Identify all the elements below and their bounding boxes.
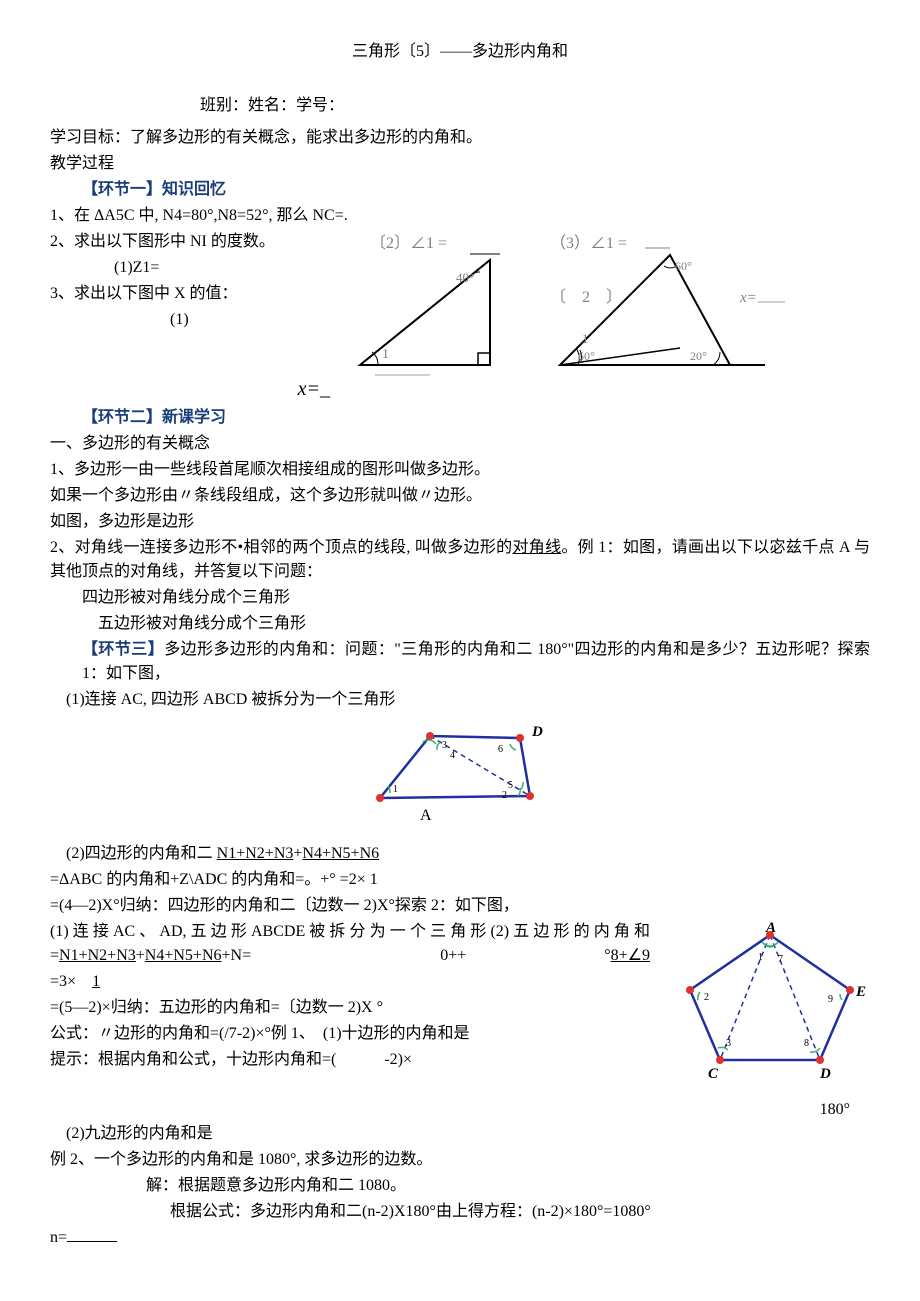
- figures-container: 〔2〕∠1 = 40° 1 （3）∠1 = 60° 60° 1 20° 〔 2 …: [340, 230, 790, 380]
- s2-p4: 2、对角线一连接多边形不•相邻的两个顶点的线段, 叫做多边形的对角线。例 1：如…: [50, 536, 870, 584]
- e2-1c: +: [136, 947, 145, 964]
- svg-text:1: 1: [393, 784, 398, 795]
- svg-text:8: 8: [804, 1038, 809, 1049]
- svg-text:1: 1: [758, 952, 763, 963]
- e2-1e: +N= 0++ °: [222, 947, 611, 964]
- angle-1: 1: [382, 347, 389, 362]
- s3-ex2: 例 2、一个多边形的内角和是 1080°, 求多边形的边数。: [50, 1148, 870, 1172]
- goal-label: 学习目标：: [50, 129, 130, 146]
- s3-sol2: 根据公式：多边形内角和二(n-2)X180°由上得方程：(n-2)×180°=1…: [170, 1200, 870, 1224]
- svg-text:2: 2: [704, 992, 709, 1003]
- s2-p3: 如图，多边形是边形: [50, 510, 870, 534]
- e2-2a: =3×: [50, 973, 92, 990]
- s3-formula: 公式：〃边形的内角和=(/7-2)×°例 1、 (1)十边形的内角和是: [50, 1022, 650, 1046]
- svg-text:3: 3: [726, 1038, 731, 1049]
- triangle-fig-2: 〔2〕∠1 = 40° 1: [340, 230, 520, 380]
- goal-text: 了解多边形的有关概念，能求出多边形的内角和。: [130, 129, 482, 146]
- angle-40: 40°: [456, 270, 474, 285]
- triangle-fig-3: （3）∠1 = 60° 60° 1 20° 〔 2 〕 x=: [540, 230, 790, 380]
- s3-e2-1: (1) 连 接 AC 、 AD, 五 边 形 ABCDE 被 拆 分 为 一 个…: [50, 920, 650, 968]
- e2-2b: 1: [92, 970, 132, 994]
- svg-text:6: 6: [498, 744, 503, 755]
- x-eq-text: x=_: [298, 378, 330, 400]
- s1-q1: 1、在 ΔA5C 中, N4=80°,N8=52°, 那么 NC=.: [50, 204, 870, 228]
- s2-p4b: 对角线: [512, 539, 561, 556]
- pentagon-figure-wrap: 1 7 2 3 8 9 A E D C 180°: [670, 920, 870, 1122]
- svg-text:7: 7: [778, 954, 783, 965]
- s2-p1: 1、多边形一由一些线段首尾顺次相接组成的图形叫做多边形。: [50, 458, 870, 482]
- x-equals: x=_: [50, 374, 340, 404]
- s3-e1-1: (1)连接 AC, 四边形 ABCD 被拆分为一个三角形: [66, 688, 870, 712]
- e2-1f: 8+∠9: [611, 944, 650, 968]
- section2-title: 新课学习: [162, 409, 226, 426]
- section1-marker: 【环节一】: [82, 181, 162, 198]
- pentagon-figure: 1 7 2 3 8 9 A E D C: [670, 920, 870, 1090]
- section2-marker: 【环节二】: [82, 409, 162, 426]
- e2-1b: N1+N2+N3: [59, 947, 136, 964]
- e2-1d: N4+N5+N6: [145, 947, 222, 964]
- s3-sol1: 解：根据题意多边形内角和二 1080。: [146, 1174, 870, 1198]
- svg-text:2: 2: [502, 790, 507, 801]
- page-title: 三角形〔5〕——多边形内角和: [50, 40, 870, 64]
- svg-text:5: 5: [508, 780, 513, 791]
- bracket-2: 〔 2 〕: [550, 288, 622, 306]
- e1-2d: N4+N5+N6: [302, 845, 379, 862]
- pent-D: D: [819, 1066, 831, 1082]
- angle-1b: 1: [582, 331, 589, 346]
- student-info-line: 班别：姓名：学号：: [200, 94, 870, 118]
- x-eq-fig: x=: [739, 290, 757, 306]
- s2-p6: 五边形被对角线分成个三角形: [98, 612, 870, 636]
- e1-2a: (2)四边形的内角和二: [66, 845, 217, 862]
- s1-q2: 2、求出以下图形中 NI 的度数。: [50, 230, 340, 254]
- section1-title: 知识回忆: [162, 181, 226, 198]
- s3-e1-3: =ΔABC 的内角和+Z\ADC 的内角和=。+° =2× 1: [50, 868, 870, 892]
- s2-h1: 一、多边形的有关概念: [50, 432, 870, 456]
- section2-header: 【环节二】新课学习: [82, 406, 870, 430]
- quadrilateral-figure: 1 3 4 6 5 2 D A: [360, 718, 560, 828]
- fig3-label: （3）∠1 =: [550, 234, 627, 252]
- s3-e3-2: (2)九边形的内角和是: [66, 1122, 870, 1146]
- s1-q3: 3、求出以下图中 X 的值：: [50, 282, 340, 306]
- pent-180: 180°: [670, 1098, 870, 1122]
- svg-text:9: 9: [828, 994, 833, 1005]
- quad-A: A: [420, 807, 432, 824]
- s3-e2-2: =3× 1: [50, 970, 650, 994]
- section3-title: 多边形多边形的内角和：问题："三角形的内角和二 180°"四边形的内角和是多少？…: [82, 641, 870, 682]
- section3-marker: 【环节三】: [82, 641, 164, 658]
- pent-C: C: [708, 1066, 719, 1082]
- s3-hint: 提示：根据内角和公式，十边形内角和=( -2)×: [50, 1048, 650, 1072]
- angle-60a: 60°: [675, 259, 692, 273]
- pent-E: E: [855, 984, 866, 1000]
- s2-p2: 如果一个多边形由〃条线段组成，这个多边形就叫做〃边形。: [50, 484, 870, 508]
- s3-e1-2: (2)四边形的内角和二 N1+N2+N3+N4+N5+N6: [66, 842, 870, 866]
- s2-p5: 四边形被对角线分成个三角形: [82, 586, 870, 610]
- pent-A: A: [765, 920, 776, 936]
- s1-figure-row: 2、求出以下图形中 NI 的度数。 (1)Z1= 3、求出以下图中 X 的值： …: [50, 230, 870, 406]
- svg-text:4: 4: [450, 750, 455, 761]
- process-label: 教学过程: [50, 152, 870, 176]
- fig2-label: 〔2〕∠1 =: [370, 234, 447, 252]
- goal-line: 学习目标：了解多边形的有关概念，能求出多边形的内角和。: [50, 126, 870, 150]
- section3-header: 【环节三】多边形多边形的内角和：问题："三角形的内角和二 180°"四边形的内角…: [82, 638, 870, 686]
- s3-e2-3: =(5—2)×归纳：五边形的内角和=〔边数一 2)X °: [50, 996, 650, 1020]
- svg-text:3: 3: [442, 740, 447, 751]
- e1-2b: N1+N2+N3: [217, 845, 294, 862]
- s2-p4a: 2、对角线一连接多边形不•相邻的两个顶点的线段, 叫做多边形的: [50, 539, 512, 556]
- n-blank: [67, 1226, 117, 1242]
- s3-neq: n=: [50, 1226, 870, 1250]
- s3-pentagon-row: (1) 连 接 AC 、 AD, 五 边 形 ABCDE 被 拆 分 为 一 个…: [50, 920, 870, 1122]
- n-eq-text: n=: [50, 1229, 67, 1246]
- quad-figure-wrap: 1 3 4 6 5 2 D A: [50, 718, 870, 836]
- s1-q2-1: (1)Z1=: [114, 256, 340, 280]
- quad-D: D: [531, 724, 543, 740]
- section1-header: 【环节一】知识回忆: [82, 178, 870, 202]
- angle-20: 20°: [690, 349, 707, 363]
- s3-e1-4: =(4—2)X°归纳：四边形的内角和二〔边数一 2)X°探索 2：如下图，: [50, 894, 870, 918]
- s1-q3-1: (1): [170, 308, 340, 332]
